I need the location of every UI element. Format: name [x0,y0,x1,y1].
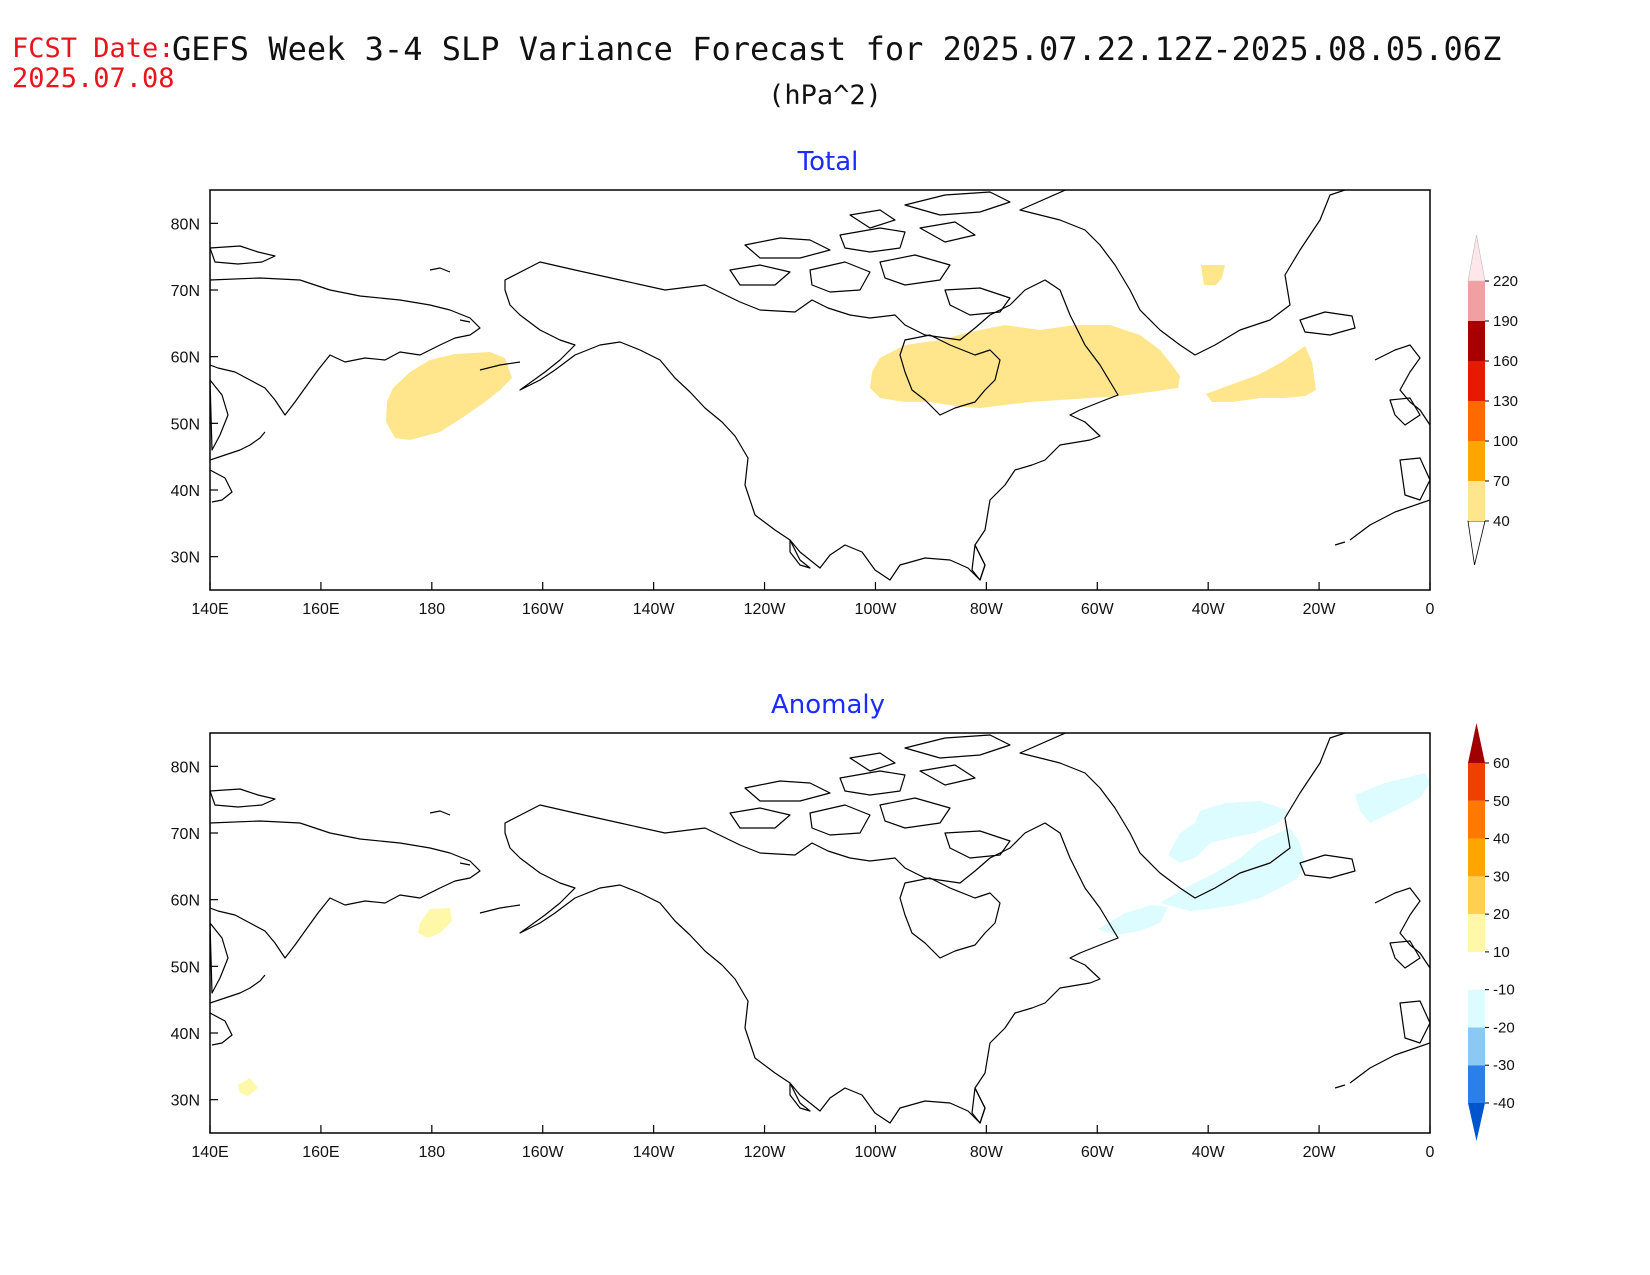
total-y-tick-label: 60N [171,350,200,367]
anomaly-colorbar-swatch [1468,800,1485,839]
total-x-tick-label: 0 [1426,601,1435,618]
anomaly-colorbar: -40 -30 -20 -10 10 20 30 40 50 60 [1468,723,1515,1141]
anomaly-panel-title: Anomaly [771,690,885,720]
anomaly-colorbar-label: 20 [1493,906,1510,923]
anomaly-colorbar-label: -10 [1493,982,1515,999]
total-colorbar-bottom-tip [1467,520,1486,566]
total-y-tick-label: 40N [171,483,200,500]
aleutian-positive-patch [418,908,452,938]
anomaly-colorbar-swatch [1468,876,1485,915]
anomaly-x-tick-label: 160W [522,1144,565,1161]
total-colorbar-label: 190 [1493,313,1518,330]
anomaly-colorbar-label: 50 [1493,793,1510,810]
anomaly-colorbar-swatch [1468,1027,1485,1066]
canada-hudson-labrador-band [870,325,1180,408]
anomaly-x-tick-label: 140E [191,1144,228,1161]
total-colorbar-swatch [1468,481,1485,521]
total-y-tick-label: 70N [171,283,200,300]
anomaly-x-tick-label: 40W [1192,1144,1226,1161]
total-colorbar: 40 70 100 130 160 190 220 [1467,234,1518,566]
total-x-tick-label: 160E [302,601,339,618]
forecast-date-value: 2025.07.08 [12,63,175,94]
total-y-ticks: 30N 40N 50N 60N 70N 80N [171,216,218,567]
total-colorbar-swatch [1468,281,1485,321]
forecast-date: FCST Date: 2025.07.08 [12,34,175,94]
total-y-tick-label: 50N [171,416,200,433]
total-x-tick-label: 140W [633,601,676,618]
units-label: (hPa^2) [768,80,882,111]
total-y-tick-label: 80N [171,216,200,233]
greenland-sea-negative-band-north [1168,801,1290,863]
anomaly-colorbar-label: 10 [1493,944,1510,961]
anomaly-colorbar-label: 40 [1493,831,1510,848]
total-colorbar-label: 160 [1493,353,1518,370]
anomaly-x-tick-label: 160E [302,1144,339,1161]
total-x-tick-label: 120W [744,601,787,618]
anomaly-colorbar-label: -30 [1493,1057,1515,1074]
total-colorbar-label: 100 [1493,433,1518,450]
total-x-tick-label: 40W [1192,601,1226,618]
anomaly-colorbar-swatch [1468,914,1485,952]
arctic-negative-strip [1355,773,1430,823]
anomaly-colorbar-swatch [1468,763,1485,801]
total-x-ticks: 140E 160E 180 160W 140W 120W 100W 80W 60W 40W 20W 0 [191,582,1435,618]
north-atlantic-streak [1206,346,1316,402]
total-panel: Total 140E 160E 180 160W 140W 120W 100W 80W 60W 4… [171,147,1518,618]
anomaly-x-tick-label: 120W [744,1144,787,1161]
anomaly-colorbar-swatch [1468,1065,1485,1103]
anomaly-y-tick-label: 50N [171,959,200,976]
anomaly-colorbar-label: 60 [1493,755,1510,772]
greenland-small-patch [1201,265,1225,285]
forecast-date-label: FCST Date: [12,33,175,64]
anomaly-x-tick-label: 20W [1303,1144,1337,1161]
anomaly-colorbar-swatch [1468,951,1485,990]
anomaly-y-tick-label: 60N [171,893,200,910]
anomaly-x-tick-label: 80W [970,1144,1004,1161]
total-map [210,190,1430,590]
anomaly-colorbar-bottom-tip [1468,1103,1485,1141]
total-x-tick-label: 60W [1081,601,1115,618]
anomaly-colorbar-top-tip [1468,723,1485,763]
anomaly-panel: Anomaly 140E 160E 180 160W 140W 120W 100W 80W 60… [171,690,1515,1161]
total-x-tick-label: 160W [522,601,565,618]
anomaly-colorbar-label: 30 [1493,868,1510,885]
total-colorbar-label: 40 [1493,513,1510,530]
anomaly-x-tick-label: 60W [1081,1144,1115,1161]
total-colorbar-swatch [1468,441,1485,481]
total-x-tick-label: 80W [970,601,1004,618]
anomaly-y-ticks: 30N 40N 50N 60N 70N 80N [171,759,218,1110]
anomaly-colorbar-swatch [1468,838,1485,877]
total-x-tick-label: 20W [1303,601,1337,618]
anomaly-colorbar-label: -40 [1493,1095,1515,1112]
anomaly-y-tick-label: 80N [171,759,200,776]
total-panel-title: Total [797,147,859,177]
anomaly-x-tick-label: 100W [855,1144,898,1161]
anomaly-map [210,733,1430,1133]
north-atlantic-negative-band [1098,905,1168,935]
anomaly-colorbar-label: -20 [1493,1019,1515,1036]
anomaly-y-tick-label: 30N [171,1093,200,1110]
total-colorbar-top-tip [1467,234,1486,282]
total-x-tick-label: 140E [191,601,228,618]
west-pacific-positive-patch [238,1078,258,1096]
total-y-tick-label: 30N [171,550,200,567]
anomaly-x-ticks: 140E 160E 180 160W 140W 120W 100W 80W 60W 40W 20W 0 [191,1125,1435,1161]
greenland-sea-negative-band [1160,828,1305,911]
total-colorbar-label: 220 [1493,273,1518,290]
total-colorbar-swatch [1468,361,1485,401]
anomaly-y-tick-label: 70N [171,826,200,843]
total-colorbar-swatch [1468,401,1485,441]
north-pacific-blob [386,352,512,440]
total-x-tick-label: 100W [855,601,898,618]
anomaly-x-tick-label: 180 [418,1144,445,1161]
total-x-tick-label: 180 [418,601,445,618]
anomaly-x-tick-label: 140W [633,1144,676,1161]
total-colorbar-label: 70 [1493,473,1510,490]
anomaly-colorbar-swatch [1468,989,1485,1028]
total-colorbar-swatch [1468,321,1485,361]
main-title: GEFS Week 3-4 SLP Variance Forecast for … [172,30,1502,68]
anomaly-x-tick-label: 0 [1426,1144,1435,1161]
total-colorbar-label: 130 [1493,393,1518,410]
anomaly-y-tick-label: 40N [171,1026,200,1043]
